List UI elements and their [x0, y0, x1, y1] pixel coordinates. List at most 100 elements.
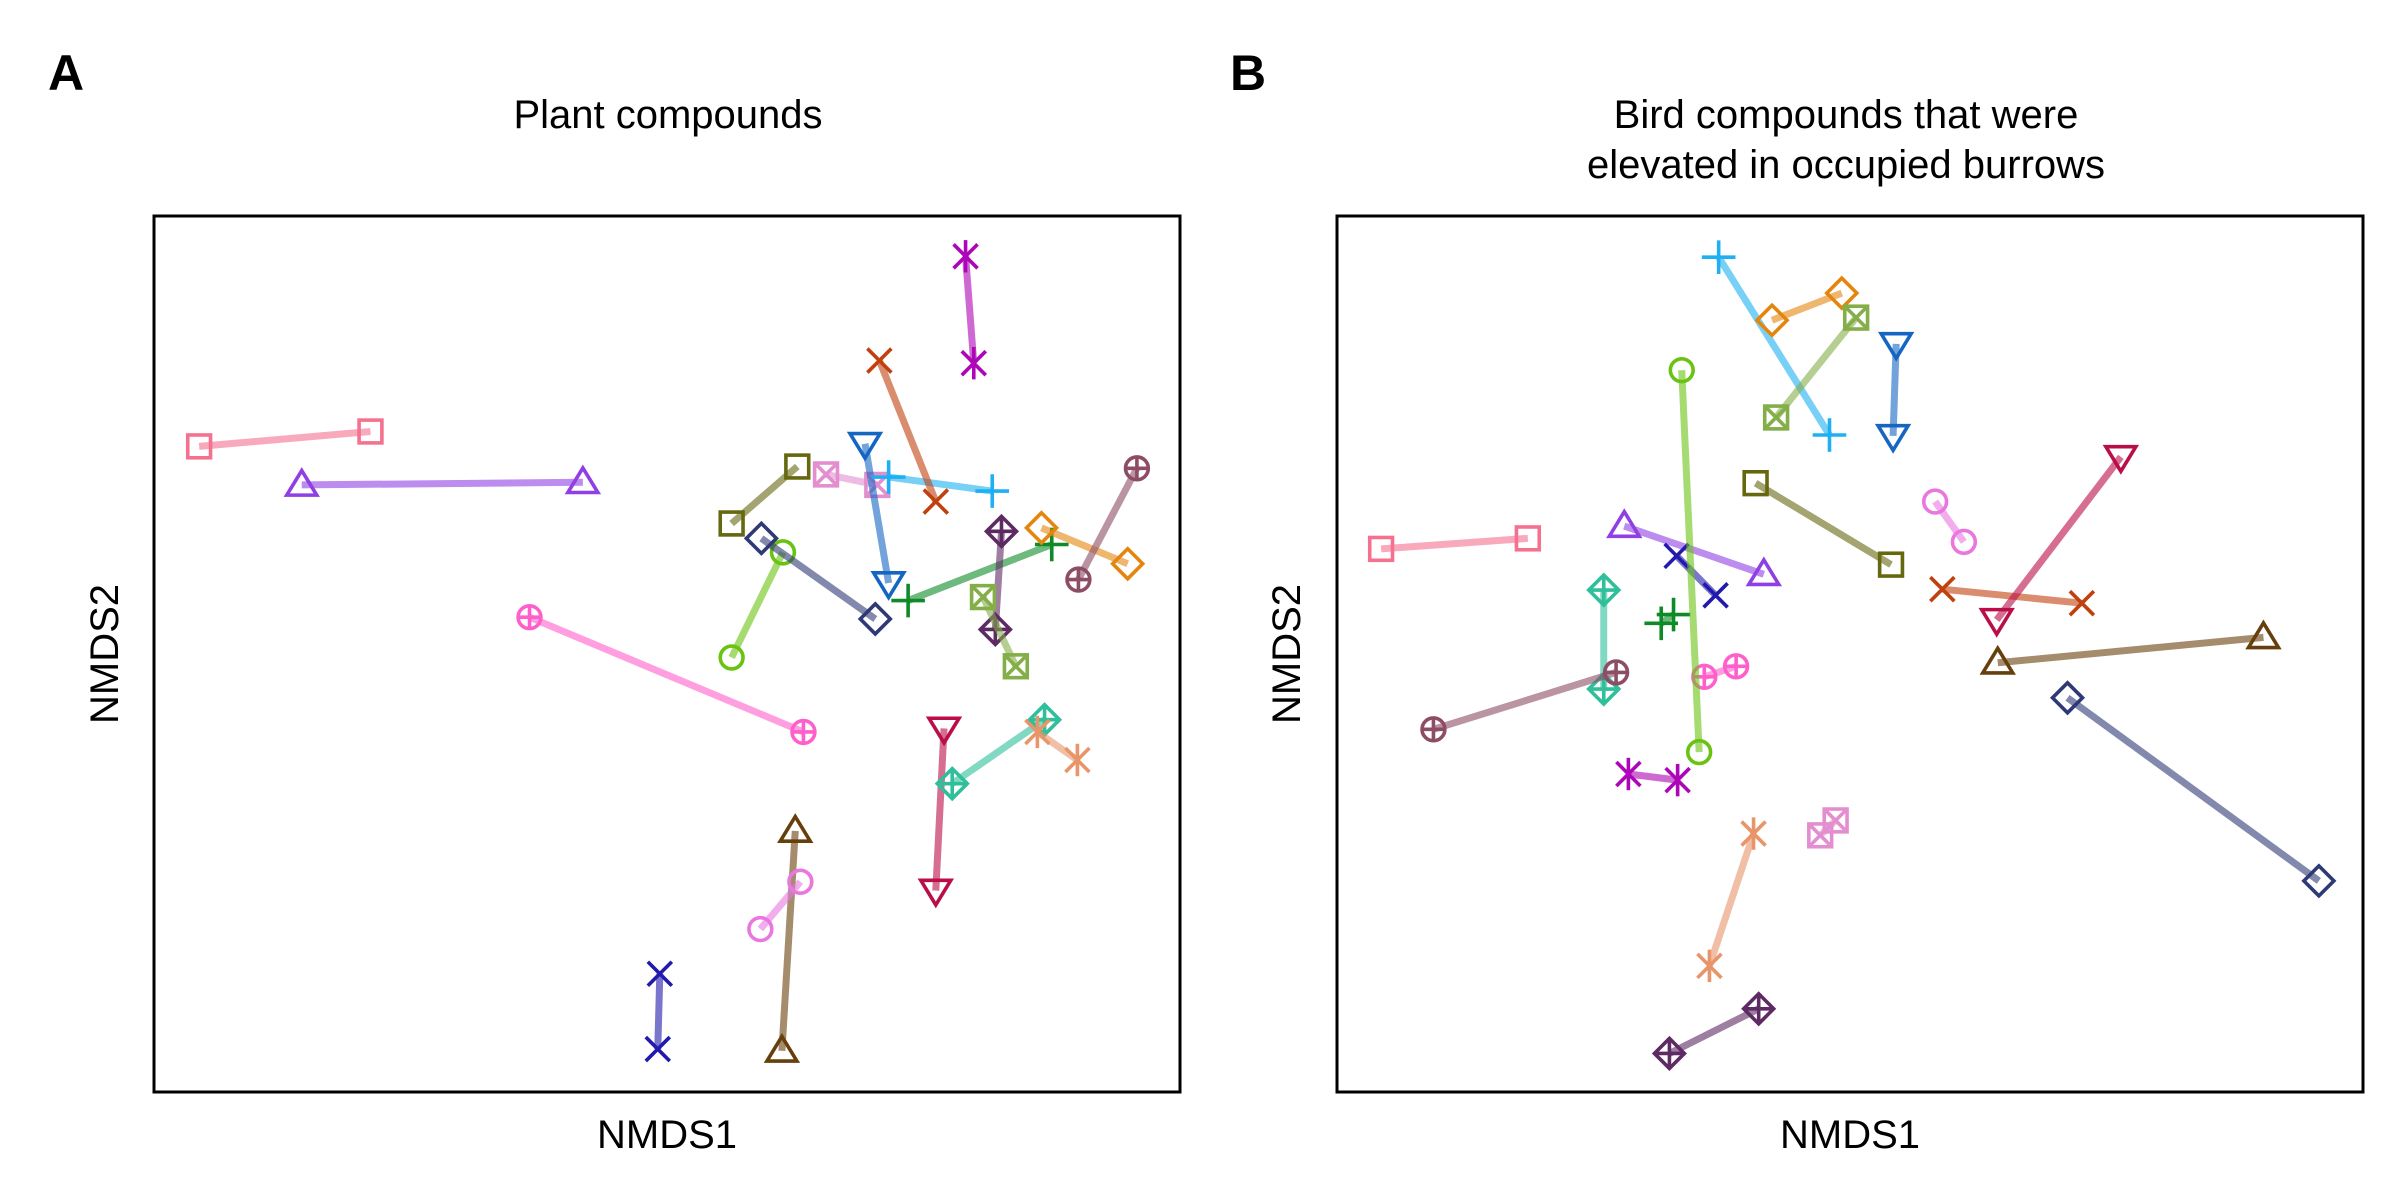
- panel-a-series-5: [812, 461, 891, 499]
- panel-a-series-15-point-1: [983, 513, 1020, 549]
- panel-a-series-9-connector: [888, 473, 993, 495]
- panel-b-series-9: [1615, 757, 1691, 797]
- panel-b-series-1: [1367, 525, 1542, 563]
- panel-a-series-8-point-1: [846, 431, 884, 462]
- panel-b-series-2: [1606, 508, 1783, 587]
- panel-a-series-12-connector: [906, 541, 1054, 604]
- panel-a-title: Plant compounds: [513, 93, 822, 137]
- panel-b-series-21-point-2: [2245, 619, 2282, 650]
- panel-a-series-11-point-1: [952, 240, 979, 273]
- panel-a-series-9-point-1: [871, 460, 906, 494]
- panel-a-series-7-point-1: [743, 520, 779, 556]
- panel-b-series-19-point-2: [2068, 589, 2096, 617]
- panel-a-series-21-point-2: [787, 868, 814, 895]
- panel-b-series-21: [1979, 619, 2282, 675]
- panel-b-series-13: [1701, 240, 1847, 452]
- panel-a-series-16-point-2: [1002, 653, 1030, 680]
- panel-a-series-11-connector: [962, 256, 978, 364]
- panel-a-series-16: [969, 583, 1030, 680]
- panel-a-series-21-point-1: [747, 915, 774, 943]
- panel-a-series-14-connector: [1075, 466, 1141, 582]
- panel-b-series-17: [1742, 469, 1905, 578]
- panel-b-series-17-point-1: [1742, 469, 1769, 497]
- panel-b-title-line-1: Bird compounds that were: [1614, 93, 2079, 137]
- panel-b-series-9-point-1: [1615, 757, 1642, 791]
- panel-a-series-20-connector: [778, 830, 799, 1052]
- panel-a-series-20-point-1: [777, 813, 814, 843]
- panel-b-series-12-point-1: [1651, 1035, 1687, 1072]
- panel-b-series-12-connector: [1667, 1005, 1761, 1057]
- panel-b-series-18-point-1: [1921, 488, 1949, 515]
- panel-a-series-8-point-2: [870, 571, 907, 601]
- panel-a-plot-frame: [152, 214, 1182, 1094]
- panel-b-series-19-point-1: [1929, 575, 1956, 603]
- panel-a-series-22-point-1: [646, 960, 674, 988]
- panel-b-series-16-point-2: [1874, 423, 1912, 454]
- panel-a-series-13-connector: [1040, 524, 1130, 568]
- panel-a-series-7-point-2: [857, 601, 893, 637]
- panel-b-series-22-connector: [2065, 694, 2321, 884]
- panel-a-plot-area: [185, 240, 1151, 1063]
- panel-a-series-5-point-1: [812, 461, 840, 488]
- panel-b-series-5: [1644, 597, 1691, 641]
- panel-b-series-8: [1668, 356, 1713, 766]
- panel-a-series-1-connector: [198, 428, 371, 450]
- panel-b-series-6: [1420, 659, 1630, 743]
- panel-b-series-14-point-2: [1824, 275, 1860, 311]
- panel-a-series-22-connector: [654, 973, 664, 1050]
- panel-b-letter: B: [1230, 45, 1266, 101]
- panel-a-series-1: [185, 418, 384, 460]
- panel-a-series-11: [952, 240, 988, 380]
- panel-a-series-2-point-1: [283, 467, 320, 497]
- panel-a-series-18-connector: [950, 716, 1047, 787]
- panel-a-series-4-point-2: [784, 453, 811, 480]
- panel-b-series-17-connector: [1753, 480, 1893, 568]
- panel-a-series-13-point-2: [1110, 546, 1146, 582]
- panel-b-series-17-point-2: [1877, 551, 1905, 578]
- panel-b-series-21-point-1: [1979, 644, 2016, 675]
- panel-b-series-8-point-2: [1685, 738, 1713, 766]
- panel-a-series-9-point-2: [975, 474, 1010, 508]
- panel-b-title-line-2: elevated in occupied burrows: [1587, 143, 2105, 187]
- panel-a-series-8-connector: [861, 443, 893, 584]
- panel-b-series-20-connector: [1993, 454, 2124, 622]
- panel-b-series-11: [1807, 807, 1849, 849]
- panel-a-series-12-point-1: [891, 583, 925, 618]
- panel-b-series-10: [1696, 817, 1767, 983]
- panel-b-series-22-point-2: [2301, 863, 2337, 899]
- panel-b-series-3-point-2: [1702, 582, 1729, 609]
- panel-a-series-17-point-2: [917, 878, 955, 909]
- panel-a-series-2-connector: [301, 478, 583, 489]
- panel-b-series-20-point-1: [1978, 607, 2015, 638]
- panel-b-plot-frame: [1335, 214, 2365, 1094]
- panel-a-series-14-point-2: [1123, 455, 1151, 482]
- panel-b-series-10-point-2: [1740, 817, 1767, 850]
- panel-a-series-17-connector: [932, 728, 948, 891]
- panel-a-series-6-point-2: [769, 539, 797, 566]
- panel-a-series-7-connector: [759, 535, 878, 622]
- panel-b-series-15-point-2: [1842, 304, 1870, 331]
- panel-b-series-2-point-1: [1606, 508, 1643, 539]
- panel-a-series-3-point-1: [516, 604, 543, 631]
- panel-b-series-7-point-2: [1722, 653, 1750, 680]
- panel-b-series-22-point-1: [2049, 680, 2086, 716]
- panel-b-series-16: [1874, 331, 1915, 454]
- panel-a-series-18: [934, 702, 1063, 802]
- panel-b-series-14-point-1: [1754, 302, 1790, 338]
- panel-b-series-4-point-1: [1586, 572, 1622, 608]
- panel-b-series-1-connector: [1380, 534, 1529, 553]
- panel-a-series-21-connector: [757, 879, 804, 932]
- panel-a-series-10-point-1: [866, 347, 893, 374]
- panel-a-series-2-point-2: [564, 464, 602, 495]
- panel-b-series-13-point-1: [1701, 240, 1736, 274]
- panel-a-series-4-point-1: [718, 510, 745, 537]
- panel-b-series-14: [1754, 275, 1860, 338]
- panel-a-series-22-point-2: [644, 1035, 672, 1063]
- panel-b-series-21-connector: [1997, 633, 2264, 667]
- panel-b-series-5-point-2: [1656, 597, 1691, 632]
- panel-b-series-3: [1663, 542, 1729, 609]
- panel-b-series-12-point-2: [1741, 991, 1777, 1027]
- panel-a-series-19-point-1: [1024, 715, 1051, 749]
- panel-b-series-1-point-2: [1514, 525, 1542, 552]
